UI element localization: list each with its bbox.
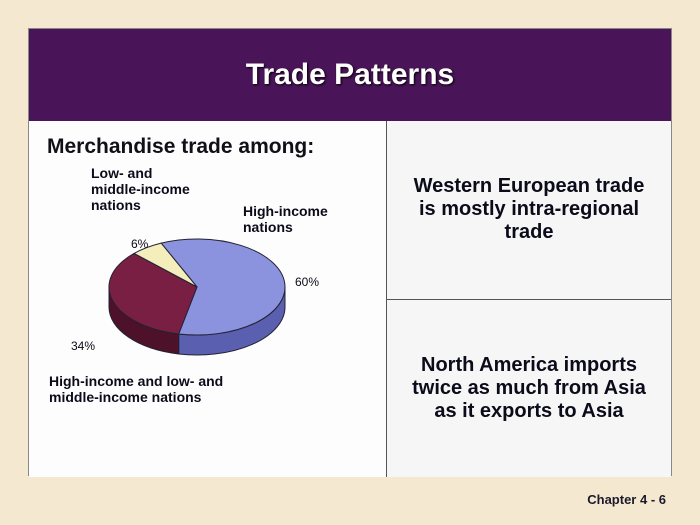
pie-percent-label: 34% bbox=[71, 339, 95, 353]
left-panel-title: Merchandise trade among: bbox=[47, 135, 376, 159]
right-top-cell: Western European trade is mostly intra-r… bbox=[387, 121, 671, 300]
right-bottom-cell: North America imports twice as much from… bbox=[387, 300, 671, 478]
right-panel: Western European trade is mostly intra-r… bbox=[387, 121, 671, 477]
slide-frame: Trade Patterns Merchandise trade among: … bbox=[28, 28, 672, 476]
left-panel: Merchandise trade among: 60% 34% 6% High-in… bbox=[29, 121, 387, 477]
right-bottom-text: North America imports twice as much from… bbox=[407, 354, 651, 423]
footer: Chapter 4 - 6 bbox=[587, 492, 666, 507]
slide-title: Trade Patterns bbox=[246, 58, 454, 92]
footer-text: Chapter 4 - 6 bbox=[587, 492, 666, 507]
pie-category-label: High-incomenations bbox=[243, 203, 363, 235]
right-top-text: Western European trade is mostly intra-r… bbox=[407, 175, 651, 244]
slide-header: Trade Patterns bbox=[29, 29, 671, 121]
pie-percent-label: 6% bbox=[131, 237, 148, 251]
pie-chart-area: 60%34%6%High-incomenationsLow- andmiddle… bbox=[47, 169, 377, 439]
pie-category-label: Low- andmiddle-incomenations bbox=[91, 165, 241, 213]
pie-percent-label: 60% bbox=[295, 275, 319, 289]
pie-category-label: High-income and low- andmiddle-income na… bbox=[49, 373, 309, 405]
content-row: Merchandise trade among: 60% 34% 6% High-in… bbox=[29, 121, 671, 477]
